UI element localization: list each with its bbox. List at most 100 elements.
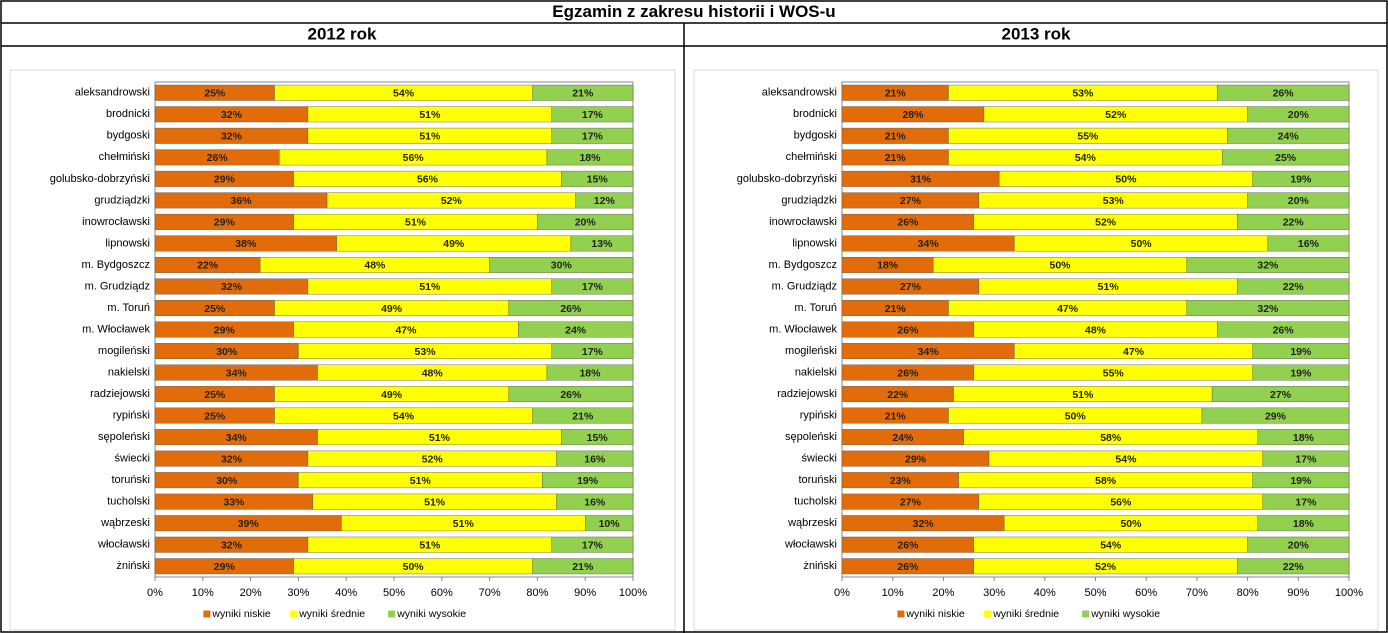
bar-segment <box>541 472 634 489</box>
value-label: 15% <box>587 174 609 186</box>
x-tick-label: 70% <box>479 587 501 599</box>
category-label: mogileński <box>98 345 150 357</box>
x-tick-label: 100% <box>1335 587 1363 599</box>
value-label: 18% <box>877 260 899 272</box>
category-label: chełmiński <box>99 151 150 163</box>
category-label: m. Bydgoszcz <box>82 259 150 271</box>
legend-label: wyniki średnie <box>992 608 1059 620</box>
x-tick-label: 30% <box>983 587 1005 599</box>
category-label: toruński <box>111 474 150 486</box>
value-label: 21% <box>885 303 907 315</box>
value-label: 54% <box>1075 152 1097 164</box>
category-label: golubsko-dobrzyński <box>50 173 150 185</box>
category-label: m. Włocławek <box>769 323 837 335</box>
bar-segment <box>1252 170 1350 187</box>
value-label: 16% <box>1298 238 1320 250</box>
chart-area <box>693 69 1379 631</box>
value-label: 47% <box>1057 303 1079 315</box>
category-label: grudziądzki <box>781 194 837 206</box>
category-label: m. Grudziądz <box>85 280 150 292</box>
bar-segment <box>546 364 634 381</box>
legend-label: wyniki niskie <box>211 608 271 620</box>
bar-segment <box>1237 558 1350 575</box>
value-label: 48% <box>364 260 386 272</box>
value-label: 24% <box>565 324 587 336</box>
x-tick-label: 60% <box>1135 587 1157 599</box>
bar-segment <box>1267 235 1350 252</box>
value-label: 50% <box>1065 410 1087 422</box>
value-label: 32% <box>221 109 243 121</box>
bar-segment <box>561 170 634 187</box>
legend-swatch <box>388 610 396 618</box>
value-label: 56% <box>1110 496 1132 508</box>
value-label: 16% <box>584 453 606 465</box>
x-tick-label: 80% <box>526 587 548 599</box>
x-tick-label: 50% <box>1084 587 1106 599</box>
bar-segment <box>1247 106 1350 123</box>
value-label: 39% <box>238 518 260 530</box>
value-label: 51% <box>419 539 441 551</box>
value-label: 24% <box>1278 131 1300 143</box>
value-label: 50% <box>1050 260 1072 272</box>
value-label: 13% <box>591 238 613 250</box>
legend-swatch <box>290 610 298 618</box>
value-label: 53% <box>1103 195 1125 207</box>
category-label: m. Toruń <box>107 302 150 314</box>
value-label: 19% <box>1290 475 1312 487</box>
value-label: 51% <box>1072 389 1094 401</box>
category-label: tucholski <box>794 496 837 508</box>
value-label: 32% <box>221 539 243 551</box>
value-label: 31% <box>910 174 932 186</box>
value-label: 22% <box>1283 217 1305 229</box>
value-label: 30% <box>551 260 573 272</box>
value-label: 22% <box>197 260 219 272</box>
page-title: Egzamin z zakresu historii i WOS-u <box>552 2 835 21</box>
value-label: 24% <box>892 432 914 444</box>
value-label: 55% <box>1103 367 1125 379</box>
value-label: 26% <box>897 561 919 573</box>
value-label: 21% <box>885 88 907 100</box>
bar-segment <box>570 235 634 252</box>
x-tick-label: 0% <box>834 587 850 599</box>
value-label: 52% <box>1105 109 1127 121</box>
category-label: rypiński <box>800 409 837 421</box>
value-label: 21% <box>885 131 907 143</box>
value-label: 10% <box>599 518 621 530</box>
bar-segment <box>551 343 634 359</box>
value-label: 32% <box>1257 260 1279 272</box>
x-tick-label: 20% <box>240 587 262 599</box>
value-label: 50% <box>1120 518 1142 530</box>
value-label: 25% <box>204 389 226 401</box>
category-label: brodnicki <box>106 108 150 120</box>
category-label: tucholski <box>107 496 150 508</box>
value-label: 34% <box>226 367 248 379</box>
value-label: 51% <box>1098 281 1120 293</box>
value-label: 19% <box>577 475 599 487</box>
bar-segment <box>575 192 634 209</box>
bar-segment <box>551 536 634 553</box>
x-tick-label: 0% <box>147 587 163 599</box>
bar-segment <box>1186 256 1350 273</box>
value-label: 34% <box>918 346 940 358</box>
value-label: 26% <box>897 217 919 229</box>
category-label: radziejowski <box>90 388 150 400</box>
value-label: 26% <box>897 367 919 379</box>
category-label: inowrocławski <box>769 216 837 228</box>
value-label: 21% <box>885 410 907 422</box>
category-label: aleksandrowski <box>762 87 837 99</box>
category-label: mogileński <box>785 345 837 357</box>
chart-title: 2013 rok <box>1002 24 1072 43</box>
bar-segment <box>1247 192 1350 209</box>
value-label: 27% <box>1270 389 1292 401</box>
bar-segment <box>585 515 634 532</box>
bar-segment <box>551 127 634 144</box>
value-label: 36% <box>231 195 253 207</box>
category-label: włocławski <box>97 539 150 551</box>
bar-segment <box>546 149 634 166</box>
category-label: sępoleński <box>98 431 150 443</box>
value-label: 32% <box>221 453 243 465</box>
value-label: 52% <box>422 453 444 465</box>
x-tick-label: 10% <box>882 587 904 599</box>
category-label: bydgoski <box>794 130 837 142</box>
